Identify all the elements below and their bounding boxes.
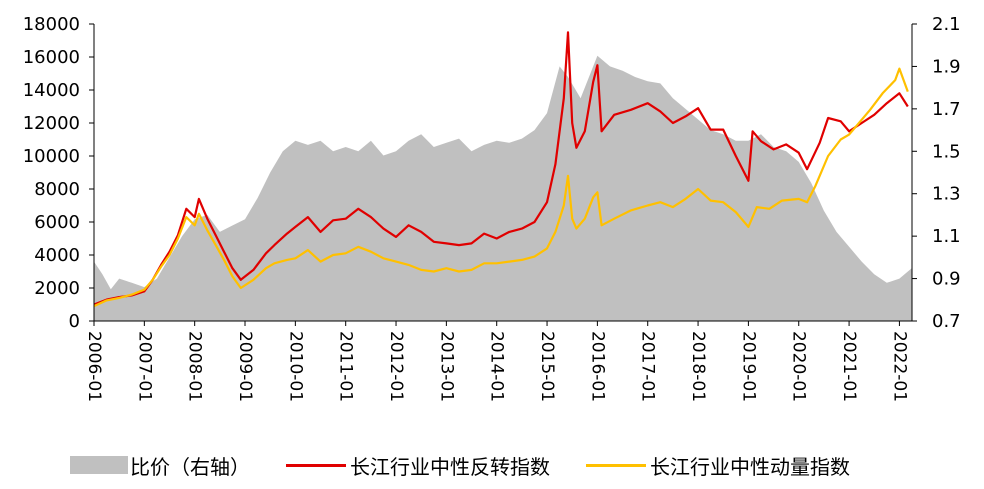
legend-label-momentum: 长江行业中性动量指数 [650, 454, 850, 479]
x-tick-label: 2019-01 [738, 331, 758, 402]
legend-label-ratio: 比价（右轴） [130, 454, 250, 479]
y-right-tick-label: 0.9 [932, 269, 961, 290]
legend: 比价（右轴） 长江行业中性反转指数 长江行业中性动量指数 [70, 450, 886, 480]
y-right-tick-label: 1.1 [932, 226, 961, 247]
legend-label-reversal: 长江行业中性反转指数 [350, 454, 550, 479]
y-right-tick-label: 1.9 [932, 56, 961, 77]
x-tick-label: 2018-01 [688, 331, 708, 402]
legend-item-reversal: 长江行业中性反转指数 [286, 451, 550, 480]
y-right-tick-label: 1.5 [932, 141, 961, 162]
series-area-ratio [94, 55, 912, 322]
y-right-tick-label: 1.7 [932, 99, 961, 120]
x-tick-label: 2012-01 [386, 331, 406, 402]
y-right-tick-label: 2.1 [932, 14, 961, 35]
x-tick-label: 2008-01 [185, 331, 205, 402]
chart-plot: 0 2000 4000 6000 8000 10000 12000 14000 16000 180… [23, 14, 961, 402]
x-tick-label: 2007-01 [134, 331, 154, 402]
legend-swatch-reversal [286, 463, 346, 467]
x-tick-label: 2022-01 [889, 331, 909, 402]
y-left-tick-label: 4000 [34, 245, 80, 266]
x-tick-label: 2006-01 [84, 331, 104, 402]
series-line-reversal [93, 31, 909, 306]
x-tick-label: 2016-01 [587, 331, 607, 402]
x-tick-label: 2014-01 [487, 331, 507, 402]
y-left-tick-label: 10000 [23, 146, 80, 167]
y-left-tick-label: 2000 [34, 278, 80, 299]
y-left-tick-label: 16000 [23, 47, 80, 68]
y-right-tick-label: 0.7 [932, 311, 961, 332]
x-tick-label: 2013-01 [436, 331, 456, 402]
axis-layer: 0 2000 4000 6000 8000 10000 12000 14000 16000 180… [23, 14, 961, 402]
area-layer [94, 55, 912, 322]
x-tick-label: 2010-01 [285, 331, 305, 402]
x-tick-label: 2009-01 [235, 331, 255, 402]
y-left-tick-label: 18000 [23, 14, 80, 35]
y-left-tick-label: 0 [69, 311, 80, 332]
x-tick-label: 2017-01 [638, 331, 658, 402]
x-tick-label: 2015-01 [537, 331, 557, 402]
legend-swatch-momentum [586, 463, 646, 467]
line-layer [93, 31, 909, 308]
legend-item-ratio: 比价（右轴） [70, 451, 250, 480]
y-left-tick-label: 14000 [23, 80, 80, 101]
y-right-tick-label: 1.3 [932, 184, 961, 205]
y-left-tick-label: 12000 [23, 113, 80, 134]
x-tick-label: 2020-01 [789, 331, 809, 402]
y-left-tick-label: 8000 [34, 179, 80, 200]
y-left-tick-label: 6000 [34, 212, 80, 233]
legend-item-momentum: 长江行业中性动量指数 [586, 451, 850, 480]
legend-swatch-ratio [70, 456, 128, 474]
series-line-momentum [93, 67, 909, 308]
x-tick-label: 2021-01 [839, 331, 859, 402]
x-tick-label: 2011-01 [336, 331, 356, 402]
